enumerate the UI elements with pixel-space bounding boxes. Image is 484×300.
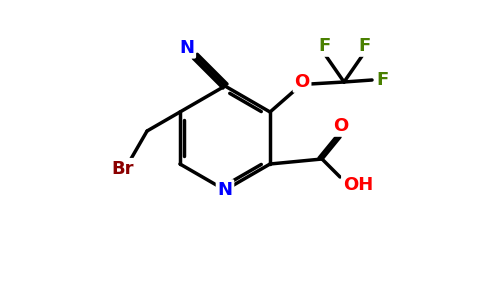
- Text: F: F: [358, 37, 370, 55]
- Text: Br: Br: [112, 160, 134, 178]
- Text: F: F: [376, 71, 388, 89]
- Text: O: O: [294, 73, 310, 91]
- Text: N: N: [179, 39, 194, 57]
- Text: N: N: [217, 181, 232, 199]
- Text: O: O: [333, 117, 348, 135]
- Text: OH: OH: [343, 176, 373, 194]
- Text: F: F: [318, 37, 330, 55]
